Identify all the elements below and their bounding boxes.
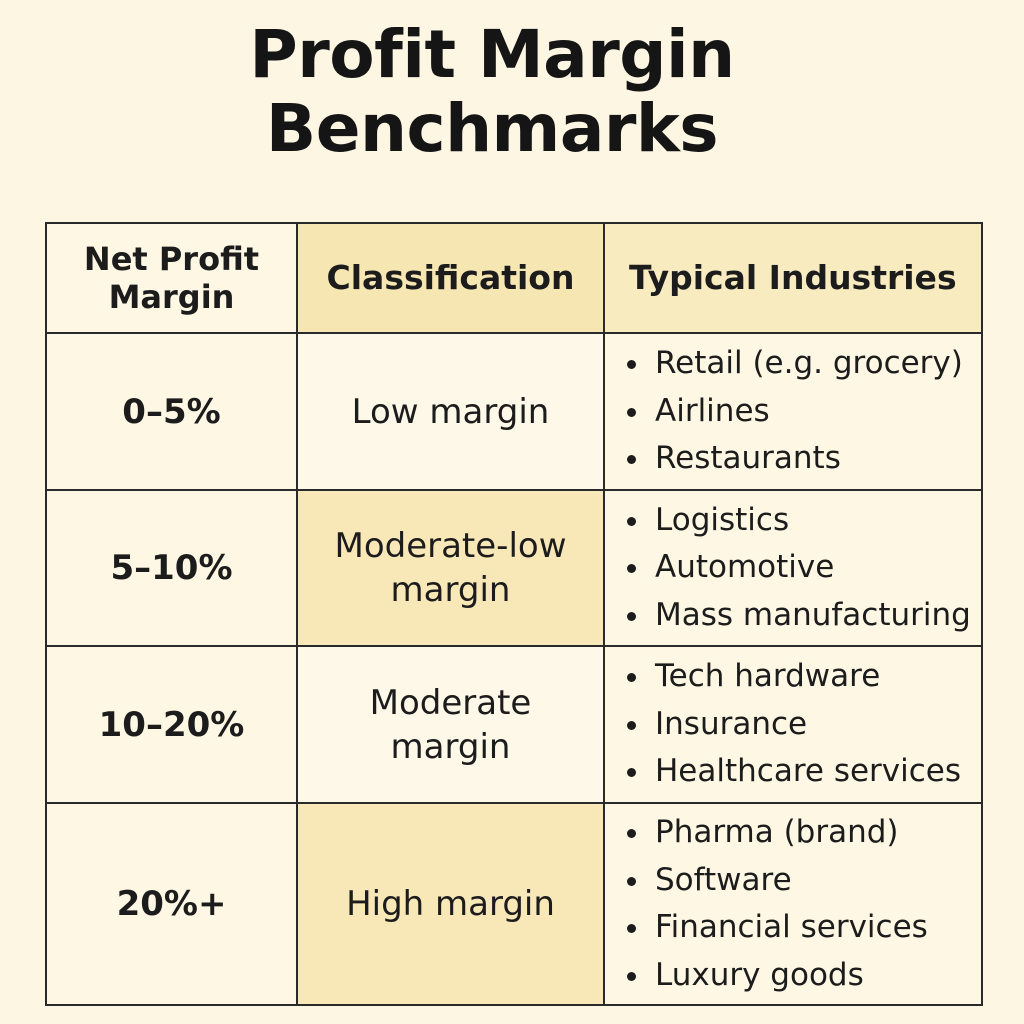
industry-item: Retail (e.g. grocery) <box>625 340 981 388</box>
industries-list: Pharma (brand) Software Financial servic… <box>625 809 981 999</box>
table-row: 5–10% Moderate-low margin Logistics Auto… <box>45 489 983 647</box>
table-row: 0–5% Low margin Retail (e.g. grocery) Ai… <box>45 332 983 491</box>
page-title: Profit Margin Benchmarks <box>0 18 984 166</box>
industry-item: Financial services <box>625 904 981 952</box>
industry-item: Airlines <box>625 388 981 436</box>
margin-cell: 0–5% <box>45 332 298 491</box>
margin-cell: 5–10% <box>45 489 298 647</box>
table-header-row: Net Profit Margin Classification Typical… <box>45 222 983 334</box>
industries-cell: Logistics Automotive Mass manufacturing <box>603 489 983 647</box>
benchmark-table: Net Profit Margin Classification Typical… <box>45 222 983 1006</box>
industries-list: Logistics Automotive Mass manufacturing <box>625 497 981 640</box>
header-classification: Classification <box>296 222 605 334</box>
industries-list: Retail (e.g. grocery) Airlines Restauran… <box>625 340 981 483</box>
margin-cell: 20%+ <box>45 802 298 1006</box>
classification-cell: Moderate margin <box>296 645 605 804</box>
industry-item: Pharma (brand) <box>625 809 981 857</box>
header-typical-industries: Typical Industries <box>603 222 983 334</box>
table-row: 20%+ High margin Pharma (brand) Software… <box>45 802 983 1006</box>
industries-cell: Retail (e.g. grocery) Airlines Restauran… <box>603 332 983 491</box>
industry-item: Software <box>625 857 981 905</box>
classification-cell: Low margin <box>296 332 605 491</box>
classification-text: Moderate-low margin <box>334 526 567 610</box>
industry-item: Restaurants <box>625 435 981 483</box>
industries-cell: Tech hardware Insurance Healthcare servi… <box>603 645 983 804</box>
margin-cell: 10–20% <box>45 645 298 804</box>
industries-list: Tech hardware Insurance Healthcare servi… <box>625 653 981 796</box>
industries-cell: Pharma (brand) Software Financial servic… <box>603 802 983 1006</box>
page-title-line-2: Benchmarks <box>265 90 719 167</box>
classification-cell: High margin <box>296 802 605 1006</box>
classification-cell: Moderate-low margin <box>296 489 605 647</box>
industry-item: Insurance <box>625 701 981 749</box>
header-net-profit-margin: Net Profit Margin <box>45 222 298 334</box>
classification-text: Moderate margin <box>369 682 532 767</box>
table-row: 10–20% Moderate margin Tech hardware Ins… <box>45 645 983 804</box>
industry-item: Logistics <box>625 497 981 545</box>
industry-item: Healthcare services <box>625 748 981 796</box>
industry-item: Tech hardware <box>625 653 981 701</box>
industry-item: Mass manufacturing <box>625 592 981 640</box>
page-title-line-1: Profit Margin <box>249 16 735 93</box>
industry-item: Luxury goods <box>625 952 981 1000</box>
industry-item: Automotive <box>625 544 981 592</box>
